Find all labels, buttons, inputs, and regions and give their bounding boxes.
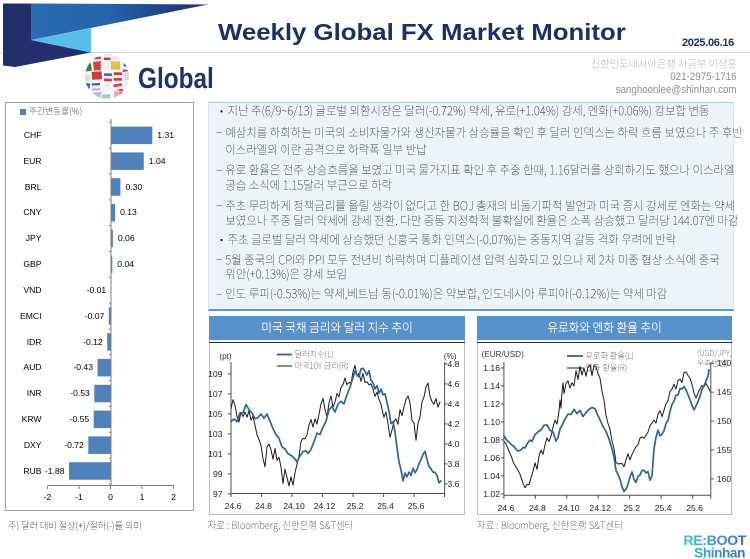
- svg-text:RE:BOOT: RE:BOOT: [683, 533, 746, 549]
- svg-text:Shinhan: Shinhan: [694, 546, 745, 559]
